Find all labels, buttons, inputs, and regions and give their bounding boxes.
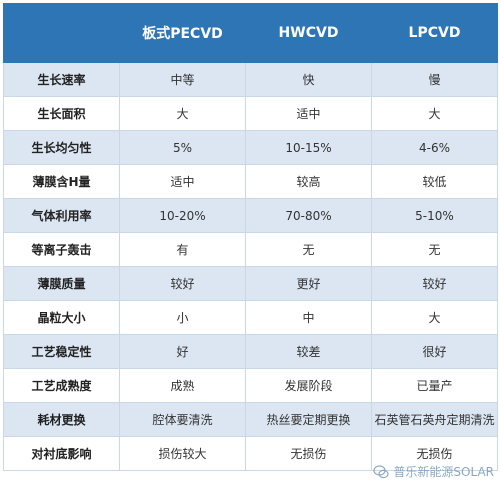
table-cell: 成熟	[119, 368, 246, 403]
row-label: 生长面积	[3, 96, 120, 131]
table-row: 耗材更换 腔体要清洗 热丝要定期更换 石英管石英舟定期清洗	[3, 402, 498, 437]
comparison-table: 板式PECVD HWCVD LPCVD 生长速率 中等快慢生长面积大适中大生长均匀…	[3, 3, 498, 471]
table-cell: 好	[119, 334, 246, 369]
table-cell: 很好	[371, 334, 498, 369]
table-row: 气体利用率 10-20% 70-80% 5-10%	[3, 198, 498, 233]
table-cell: 适中	[245, 96, 372, 131]
table-cell: 慢	[371, 62, 498, 97]
row-label: 薄膜含H量	[3, 164, 120, 199]
row-label: 生长速率	[3, 62, 120, 97]
table-cell: 损伤较大	[119, 436, 246, 471]
row-label: 薄膜质量	[3, 266, 120, 301]
table-cell: 小	[119, 300, 246, 335]
table-cell: 较好	[371, 266, 498, 301]
table-row: 等离子轰击有无无	[3, 232, 498, 267]
table-row: 生长均匀性 5% 10-15% 4-6%	[3, 130, 498, 165]
table-cell: 4-6%	[371, 130, 498, 165]
row-label: 气体利用率	[3, 198, 120, 233]
table-row: 晶粒大小小中大	[3, 300, 498, 335]
table-cell: 更好	[245, 266, 372, 301]
table-cell: 大	[371, 300, 498, 335]
table-cell: 较高	[245, 164, 372, 199]
row-label: 耗材更换	[3, 402, 120, 437]
table-header-row: 板式PECVD HWCVD LPCVD	[3, 3, 498, 63]
table-cell: 较差	[245, 334, 372, 369]
table-cell: 无	[245, 232, 372, 267]
header-lpcvd: LPCVD	[371, 3, 498, 63]
watermark-text: 普乐新能源SOLAR	[393, 465, 494, 479]
table-cell: 较好	[119, 266, 246, 301]
table-row: 工艺稳定性好较差 很好	[3, 334, 498, 369]
table-cell: 快	[245, 62, 372, 97]
header-corner	[3, 3, 120, 63]
row-label: 等离子轰击	[3, 232, 120, 267]
row-label: 工艺成熟度	[3, 368, 120, 403]
table-row: 薄膜质量 较好 更好 较好	[3, 266, 498, 301]
row-label: 工艺稳定性	[3, 334, 120, 369]
table-row: 生长速率 中等快慢	[3, 62, 498, 97]
table-row: 对衬底影响 损伤较大 无损伤 无损伤	[3, 436, 498, 471]
table-cell: 大	[119, 96, 246, 131]
header-pecvd: 板式PECVD	[119, 3, 246, 63]
table-cell: 有	[119, 232, 246, 267]
table-cell: 无损伤	[245, 436, 372, 471]
watermark: 普乐新能源SOLAR	[373, 463, 494, 480]
wechat-icon	[373, 464, 390, 478]
table-cell: 较低	[371, 164, 498, 199]
table-cell: 适中	[119, 164, 246, 199]
table-cell: 无损伤	[371, 436, 498, 471]
header-hwcvd: HWCVD	[245, 3, 372, 63]
table-cell: 中	[245, 300, 372, 335]
table-row: 薄膜含H量 适中 较高 较低	[3, 164, 498, 199]
table-cell: 热丝要定期更换	[245, 402, 372, 437]
table-row: 生长面积大适中大	[3, 96, 498, 131]
row-label: 对衬底影响	[3, 436, 120, 471]
table-cell: 10-15%	[245, 130, 372, 165]
row-label: 晶粒大小	[3, 300, 120, 335]
table-cell: 已量产	[371, 368, 498, 403]
table-cell: 5-10%	[371, 198, 498, 233]
table-cell: 石英管石英舟定期清洗	[371, 402, 498, 437]
table-cell: 70-80%	[245, 198, 372, 233]
table-cell: 5%	[119, 130, 246, 165]
table-cell: 腔体要清洗	[119, 402, 246, 437]
table-cell: 10-20%	[119, 198, 246, 233]
table-cell: 无	[371, 232, 498, 267]
row-label: 生长均匀性	[3, 130, 120, 165]
table-cell: 大	[371, 96, 498, 131]
table-row: 工艺成熟度 成熟 发展阶段 已量产	[3, 368, 498, 403]
table-cell: 发展阶段	[245, 368, 372, 403]
table-cell: 中等	[119, 62, 246, 97]
